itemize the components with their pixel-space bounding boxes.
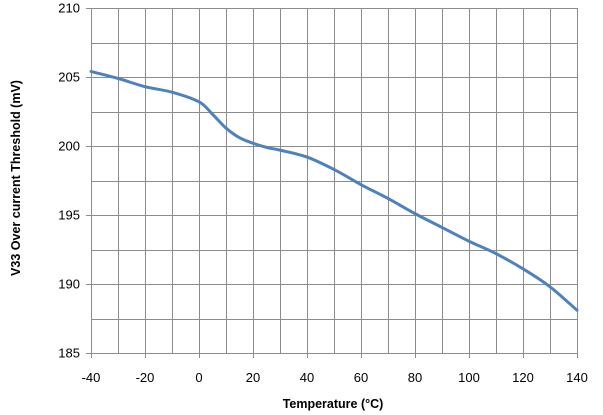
x-tick-label: 60	[354, 370, 368, 385]
x-tick-label: 100	[458, 370, 480, 385]
y-tick-label: 210	[58, 1, 80, 16]
x-axis-title: Temperature (°C)	[283, 397, 384, 411]
y-tick-label: 200	[58, 139, 80, 154]
y-tick-label: 205	[58, 70, 80, 85]
grid	[91, 8, 578, 353]
x-tick-label: -40	[82, 370, 101, 385]
x-tick-label: -20	[136, 370, 155, 385]
x-tick-label: 0	[195, 370, 202, 385]
x-tick-label: 20	[246, 370, 260, 385]
x-tick-label: 80	[408, 370, 422, 385]
y-tick-label: 195	[58, 208, 80, 223]
axes	[86, 8, 578, 358]
series	[89, 69, 579, 312]
y-tick-label: 190	[58, 277, 80, 292]
x-tick-label: 140	[566, 370, 588, 385]
tick-labels: 185 190 195 200 205 210 -40 -20 0 20 40 60 80 100 120 1…	[58, 1, 588, 386]
y-tick-label: 185	[58, 346, 80, 361]
x-tick-label: 120	[512, 370, 534, 385]
series-line	[89, 69, 579, 312]
x-tick-label: 40	[300, 370, 314, 385]
y-axis-title: V33 Over current Threshold (mV)	[9, 80, 23, 276]
